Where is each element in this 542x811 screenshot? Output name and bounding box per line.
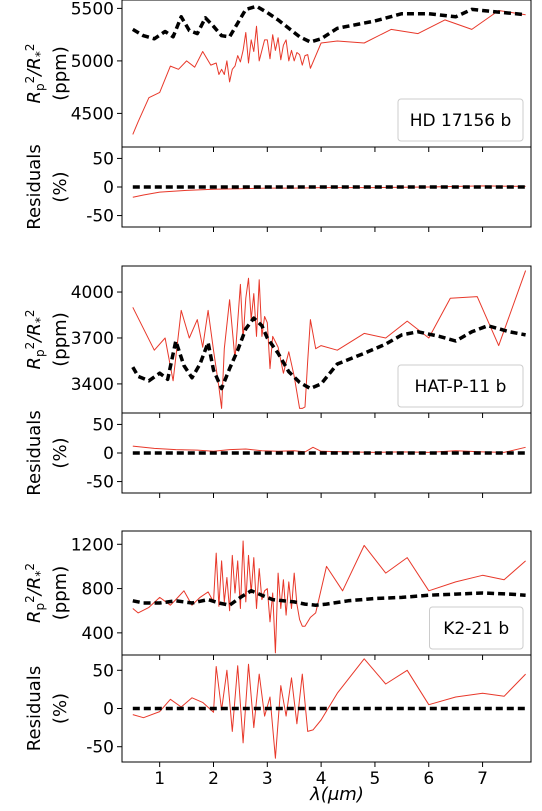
planet-label-box-1 <box>397 364 524 408</box>
spectrum-y-label-0: Rp2/R*2 <box>23 44 47 104</box>
planet-label-0: HD 17156 b <box>410 111 512 131</box>
x-tick-label-6: 7 <box>477 769 488 789</box>
spectrum-y-tick-label-2-0: 400 <box>82 624 114 644</box>
spectrum-y-tick-label-0-1: 5000 <box>71 52 114 72</box>
residual-y-tick-label-0-1: 0 <box>103 178 114 198</box>
spectrum-y-label-2: Rp2/R*2 <box>23 563 47 623</box>
spectrum-observed-line-2 <box>132 540 526 654</box>
spectrum-y-tick-label-1-2: 4000 <box>71 283 114 303</box>
planet-label-box-0 <box>397 98 524 142</box>
residual-y-tick-label-1-1: 0 <box>103 444 114 464</box>
x-tick-label-1: 2 <box>208 769 219 789</box>
spectrum-y-label-1: Rp2/R*2 <box>23 310 47 370</box>
residual-y-tick-label-1-0: 50 <box>92 415 114 435</box>
residual-y-tick-label-2-0: 50 <box>92 661 114 681</box>
spectrum-model-line-0 <box>131 4 526 44</box>
x-tick-label-5: 6 <box>423 769 434 789</box>
spectrum-y-tick-label-1-1: 3700 <box>71 329 114 349</box>
x-tick-label-0: 1 <box>154 769 165 789</box>
spectrum-y-unit-0: (ppm) <box>50 46 71 100</box>
spectrum-y-tick-label-2-1: 800 <box>82 580 114 600</box>
spectrum-y-tick-label-0-0: 4500 <box>71 104 114 124</box>
residual-observed-line-2 <box>132 658 526 759</box>
spectrum-observed-line-0 <box>132 10 526 135</box>
residual-y-tick-label-0-0: 50 <box>92 149 114 169</box>
residual-y-unit-0: (%) <box>50 171 71 202</box>
planet-label-box-2 <box>429 606 524 650</box>
residual-y-unit-1: (%) <box>50 437 71 468</box>
residual-y-unit-2: (%) <box>50 693 71 724</box>
planet-label-1: HAT-P-11 b <box>415 377 507 397</box>
residual-y-label-2: Residuals <box>24 666 45 751</box>
residual-y-tick-label-2-2: -50 <box>86 738 114 758</box>
spectrum-y-tick-label-1-0: 3400 <box>71 375 114 395</box>
residual-y-label-0: Residuals <box>24 144 45 229</box>
residual-y-tick-label-0-2: -50 <box>86 207 114 227</box>
residual-y-label-1: Residuals <box>24 410 45 495</box>
x-tick-label-3: 4 <box>316 769 327 789</box>
residual-y-tick-label-2-1: 0 <box>103 700 114 720</box>
x-tick-label-4: 5 <box>370 769 381 789</box>
spectrum-y-unit-1: (ppm) <box>50 312 71 366</box>
spectrum-y-unit-2: (ppm) <box>50 566 71 620</box>
spectrum-model-line-2 <box>132 589 526 607</box>
x-axis-label: λ(μm) <box>309 784 364 805</box>
planet-label-2: K2-21 b <box>443 619 509 639</box>
residual-y-tick-label-1-2: -50 <box>86 473 114 493</box>
x-tick-label-2: 3 <box>262 769 273 789</box>
spectrum-model-line-1 <box>131 316 526 391</box>
spectrum-y-tick-label-0-2: 5500 <box>71 0 114 19</box>
spectrum-y-tick-label-2-2: 1200 <box>71 535 114 555</box>
